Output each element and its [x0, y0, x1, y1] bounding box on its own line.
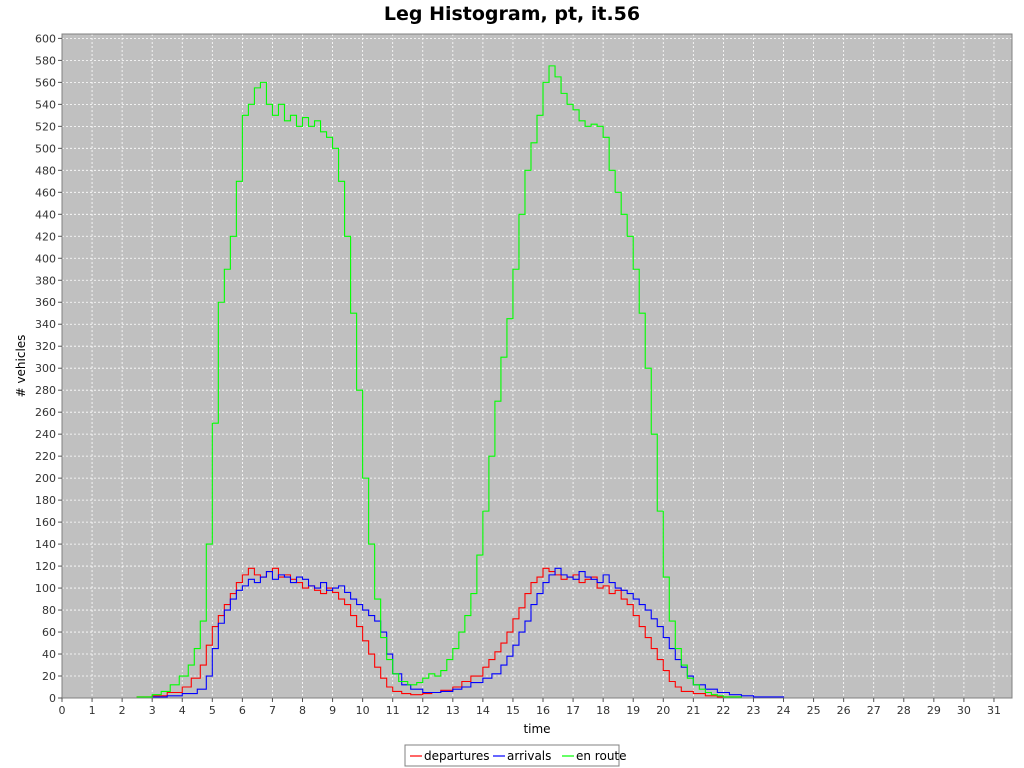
y-tick-label: 200	[35, 472, 56, 485]
y-tick-label: 300	[35, 362, 56, 375]
series-arrivals	[62, 567, 964, 699]
y-tick-label: 100	[35, 582, 56, 595]
x-tick-label: 1	[89, 704, 96, 717]
x-tick-label: 0	[59, 704, 66, 717]
x-tick-label: 4	[179, 704, 186, 717]
x-axis: 0 1 2 3 4 5 6 7 8 9 10 11 12 13 14 15 16 17 18 19 20 21 22 23 24…	[59, 698, 1001, 717]
y-tick-label: 520	[35, 120, 56, 133]
y-tick-label: 460	[35, 186, 56, 199]
x-tick-label: 13	[446, 704, 460, 717]
x-tick-label: 5	[209, 704, 216, 717]
y-tick-label: 220	[35, 450, 56, 463]
plot-frame	[61, 33, 1013, 699]
x-tick-label: 7	[269, 704, 276, 717]
x-tick-label: 9	[329, 704, 336, 717]
y-tick-label: 120	[35, 560, 56, 573]
y-tick-label: 380	[35, 274, 56, 287]
x-tick-label: 8	[299, 704, 306, 717]
y-tick-label: 0	[49, 692, 56, 705]
x-tick-label: 21	[686, 704, 700, 717]
x-tick-label: 29	[927, 704, 941, 717]
x-tick-label: 10	[356, 704, 370, 717]
x-tick-label: 25	[807, 704, 821, 717]
y-tick-label: 180	[35, 494, 56, 507]
x-tick-label: 31	[987, 704, 1001, 717]
grid-lines	[61, 34, 1012, 699]
x-tick-label: 18	[596, 704, 610, 717]
x-tick-label: 28	[897, 704, 911, 717]
x-tick-label: 30	[957, 704, 971, 717]
y-tick-label: 340	[35, 318, 56, 331]
y-tick-label: 560	[35, 76, 56, 89]
y-tick-label: 600	[35, 32, 56, 45]
series-en-route	[62, 65, 964, 699]
y-tick-label: 500	[35, 142, 56, 155]
y-tick-label: 480	[35, 164, 56, 177]
x-tick-label: 6	[239, 704, 246, 717]
y-tick-label: 400	[35, 252, 56, 265]
x-tick-label: 19	[626, 704, 640, 717]
y-tick-label: 280	[35, 384, 56, 397]
x-axis-label: time	[523, 722, 550, 736]
y-tick-label: 540	[35, 98, 56, 111]
legend-arrivals-label: arrivals	[507, 749, 551, 763]
y-tick-label: 240	[35, 428, 56, 441]
y-tick-label: 60	[42, 626, 56, 639]
legend: departures arrivals en route	[404, 744, 627, 767]
legend-departures-label: departures	[424, 749, 490, 763]
x-tick-label: 26	[837, 704, 851, 717]
x-tick-label: 14	[476, 704, 490, 717]
x-tick-label: 12	[416, 704, 430, 717]
x-tick-label: 27	[867, 704, 881, 717]
x-tick-label: 20	[656, 704, 670, 717]
plot-area	[62, 34, 1012, 698]
x-tick-label: 16	[536, 704, 550, 717]
chart-title: Leg Histogram, pt, it.56	[384, 3, 640, 25]
x-tick-label: 2	[119, 704, 126, 717]
y-tick-label: 20	[42, 670, 56, 683]
legend-box	[404, 744, 620, 767]
y-axis: 0 20 40 60 80 100 120 140 160 180 200 220 240 260 280 3…	[35, 32, 62, 705]
y-tick-label: 440	[35, 208, 56, 221]
x-tick-label: 24	[777, 704, 791, 717]
legend-en-route-label: en route	[576, 749, 627, 763]
y-tick-label: 40	[42, 648, 56, 661]
y-tick-label: 420	[35, 230, 56, 243]
y-tick-label: 260	[35, 406, 56, 419]
y-tick-label: 360	[35, 296, 56, 309]
x-tick-label: 17	[566, 704, 580, 717]
y-tick-label: 140	[35, 538, 56, 551]
y-tick-label: 320	[35, 340, 56, 353]
y-axis-label: # vehicles	[14, 335, 28, 398]
x-tick-label: 11	[386, 704, 400, 717]
y-tick-label: 80	[42, 604, 56, 617]
x-tick-label: 15	[506, 704, 520, 717]
x-tick-label: 3	[149, 704, 156, 717]
x-tick-label: 23	[746, 704, 760, 717]
y-tick-label: 580	[35, 54, 56, 67]
x-tick-label: 22	[716, 704, 730, 717]
y-tick-label: 160	[35, 516, 56, 529]
series-layer	[62, 65, 964, 699]
